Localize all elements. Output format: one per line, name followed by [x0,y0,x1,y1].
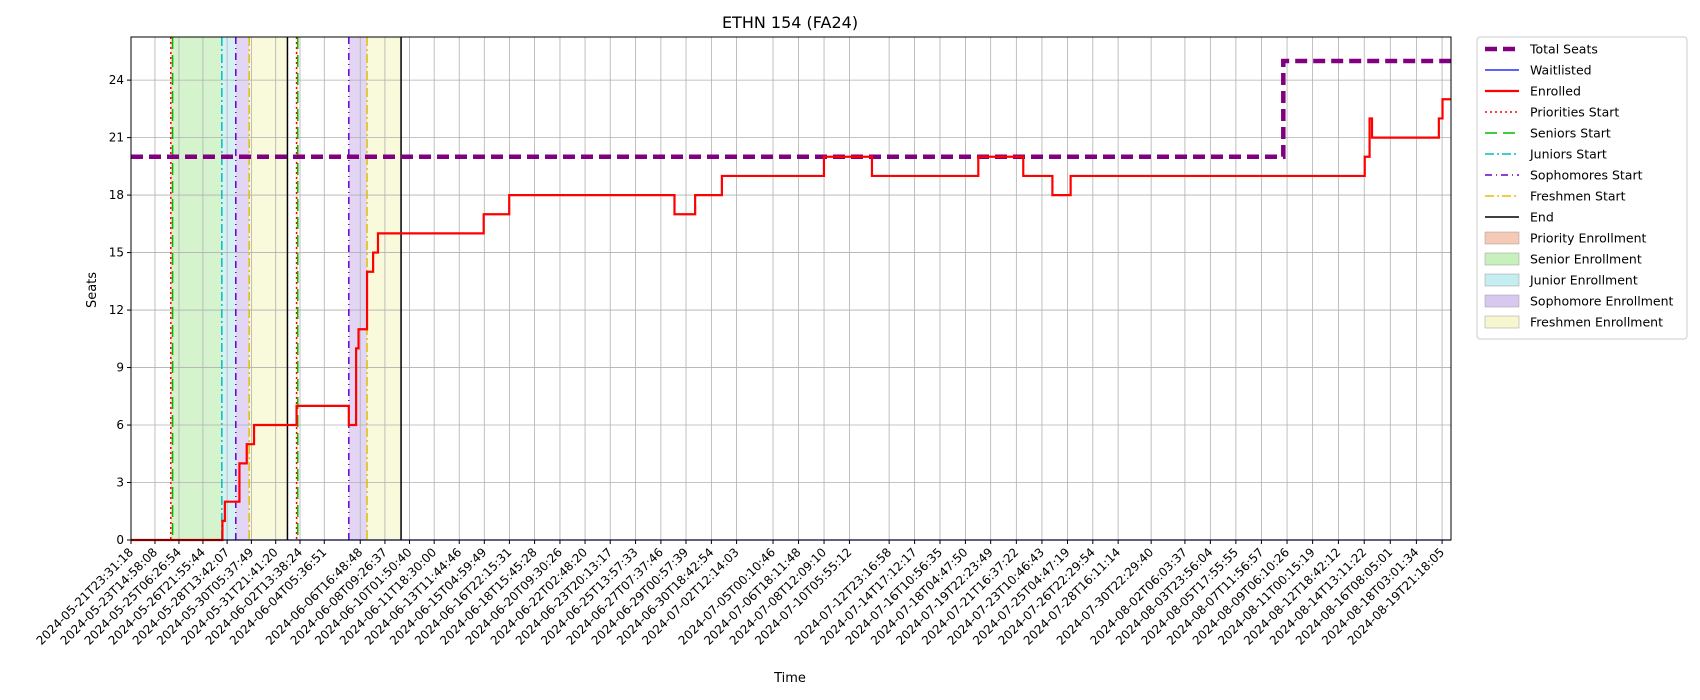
y-tick-label: 9 [116,361,124,375]
legend-label-waitlisted: Waitlisted [1530,63,1592,78]
span-freshmen-enrollment [367,37,402,540]
x-axis-ticks: 2024-05-21T23:31:182024-05-23T14:58:0820… [34,540,1447,648]
x-axis-label: Time [773,671,806,686]
legend-label-enrolled: Enrolled [1530,84,1581,99]
legend-label-total-seats: Total Seats [1529,42,1598,57]
y-tick-label: 6 [116,418,124,432]
plot-frame [130,36,1452,541]
y-tick-label: 0 [116,533,124,547]
legend-label-sophomore-enrollment: Sophomore Enrollment [1530,294,1674,309]
legend-label-end: End [1530,210,1554,225]
span-junior-enrollment [221,37,236,540]
y-tick-label: 12 [109,303,124,317]
enrollment-period-spans [170,37,402,540]
span-sophomore-enrollment [348,37,368,540]
y-tick-label: 15 [109,246,124,260]
legend-swatch-priority-enrollment [1484,231,1520,245]
legend-label-juniors-start: Juniors Start [1529,147,1607,162]
legend-label-freshmen-start: Freshmen Start [1530,189,1626,204]
data-series [131,58,1451,542]
y-axis-ticks: 0 3 6 9 12 15 18 21 24 [109,73,131,547]
y-tick-label: 21 [109,131,124,145]
legend-label-junior-enrollment: Junior Enrollment [1529,273,1638,288]
y-tick-label: 24 [109,73,124,87]
series-enrolled [131,98,1451,542]
y-tick-label: 3 [116,476,124,490]
legend-label-sophomores-start: Sophomores Start [1530,168,1643,183]
span-priority-enrollment [170,37,173,540]
legend-swatch-freshmen-enrollment [1484,315,1520,329]
grid-lines [130,37,1451,541]
chart-legend: Total Seats Waitlisted Enrolled Priorities … [1476,36,1688,340]
legend-label-priorities-start: Priorities Start [1530,105,1619,120]
span-sophomore-enrollment [235,37,250,540]
chart-title: ETHN 154 (FA24) [722,13,858,32]
legend-label-freshmen-enrollment: Freshmen Enrollment [1530,315,1663,330]
legend-swatch-junior-enrollment [1484,273,1520,287]
y-axis-label: Seats [85,272,100,308]
legend-swatch-sophomore-enrollment [1484,294,1520,308]
span-freshmen-enrollment [249,37,288,540]
legend-swatch-senior-enrollment [1484,252,1520,266]
series-total-seats [131,58,1451,160]
legend-label-seniors-start: Seniors Start [1530,126,1611,141]
span-senior-enrollment [172,37,222,540]
legend-label-senior-enrollment: Senior Enrollment [1530,252,1642,267]
legend-box [1476,36,1688,340]
legend-label-priority-enrollment: Priority Enrollment [1530,231,1647,246]
y-tick-label: 18 [109,188,124,202]
